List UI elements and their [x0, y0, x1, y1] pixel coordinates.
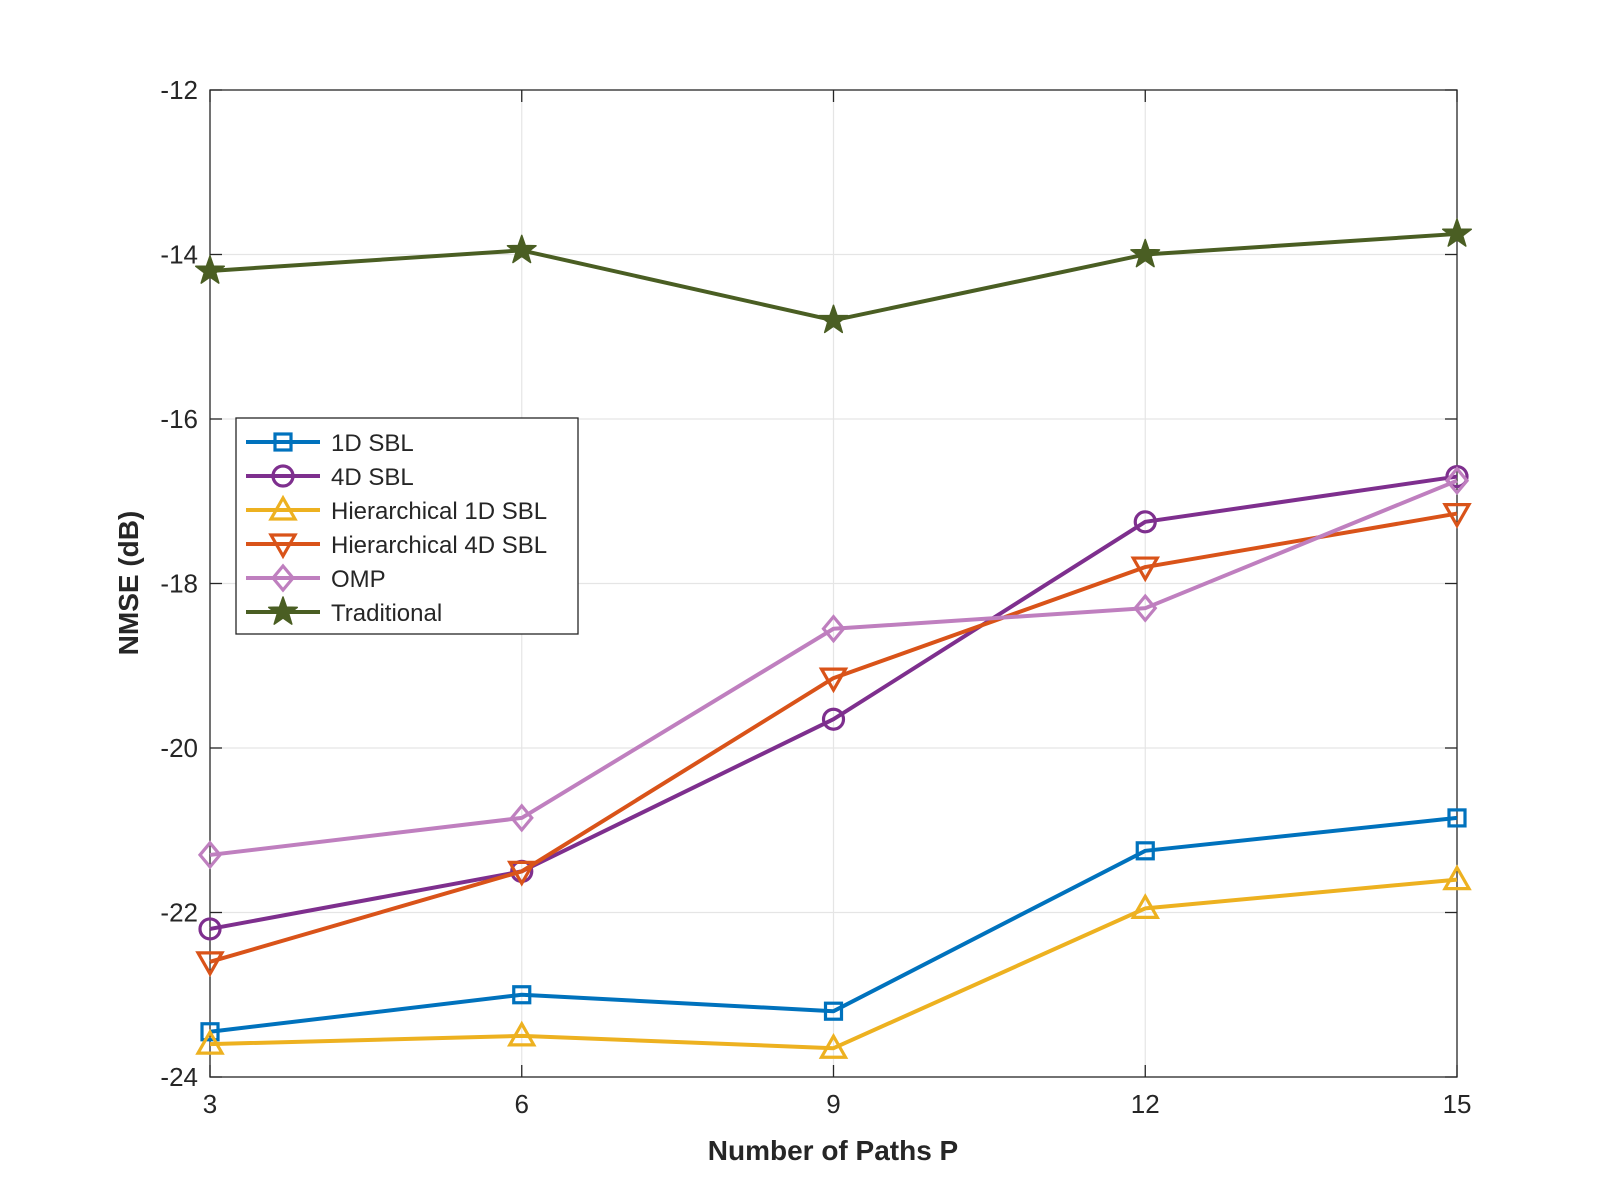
y-axis-title: NMSE (dB) [113, 511, 144, 656]
circle-marker-point [1133, 510, 1157, 534]
legend-entry: 4D SBL [246, 464, 414, 491]
legend-label: Traditional [331, 600, 442, 627]
legend-circle-marker [271, 464, 295, 488]
series-line [209, 478, 1458, 857]
square-marker-point [823, 1001, 844, 1021]
star-marker-point [818, 304, 849, 334]
legend-diamond-marker [270, 563, 296, 593]
series-line [209, 815, 1458, 1034]
series-hierarchical-4d-sbl [195, 502, 1472, 978]
legend-label: 1D SBL [331, 430, 414, 457]
legend-label: Hierarchical 1D SBL [331, 498, 547, 525]
legend-box [235, 417, 579, 635]
series-traditional [194, 218, 1473, 334]
triangle-up-marker-point [818, 1032, 849, 1059]
star-marker-point [1441, 218, 1473, 247]
series-hierarchical-1d-sbl [195, 864, 1472, 1059]
y-tick-label: -16 [160, 404, 198, 434]
series-line [209, 511, 1458, 964]
triangle-up-marker-point [195, 1028, 225, 1055]
legend-triangle-up-marker [268, 494, 298, 521]
x-tick-label: 9 [826, 1089, 840, 1119]
legend-label: 4D SBL [331, 464, 414, 491]
legend-entry: Traditional [246, 596, 442, 627]
series-4d-sbl [198, 464, 1469, 941]
legend-star-marker [267, 596, 299, 625]
diamond-marker-point [197, 840, 223, 870]
triangle-down-marker-point [195, 951, 225, 978]
y-tick-label: -12 [160, 75, 198, 105]
star-marker-point [194, 255, 226, 284]
legend-label: Hierarchical 4D SBL [331, 532, 547, 559]
axis-ticks: 3 6 9 12 15 -24 -22 -20 -18 -16 -14 -12 [160, 75, 1471, 1119]
x-tick-label: 12 [1131, 1089, 1160, 1119]
legend-square-marker [273, 432, 293, 452]
series-1d-sbl [200, 808, 1467, 1042]
circle-marker-point [821, 707, 846, 731]
circle-marker-point [198, 917, 222, 941]
series-omp [197, 466, 1470, 870]
series-line [209, 877, 1458, 1051]
triangle-down-marker-point [506, 860, 537, 887]
x-tick-label: 6 [515, 1089, 529, 1119]
triangle-down-marker-point [1442, 502, 1472, 529]
y-tick-label: -24 [160, 1062, 198, 1092]
x-tick-label: 15 [1443, 1089, 1472, 1119]
legend-entry: Hierarchical 1D SBL [246, 494, 547, 525]
triangle-down-marker-point [818, 667, 849, 694]
square-marker-point [200, 1022, 220, 1042]
y-tick-label: -20 [160, 733, 198, 763]
y-tick-label: -14 [160, 240, 198, 270]
legend-entry: OMP [246, 563, 386, 593]
legend-entry: 1D SBL [246, 430, 414, 457]
triangle-up-marker-point [506, 1020, 537, 1047]
diamond-marker-point [821, 614, 846, 644]
star-marker-point [506, 234, 537, 264]
series-layer [194, 218, 1473, 1059]
square-marker-point [512, 985, 532, 1005]
x-tick-label: 3 [203, 1089, 217, 1119]
diamond-marker-point [509, 803, 534, 833]
star-marker-point [1130, 238, 1161, 268]
series-line [209, 474, 1458, 931]
triangle-down-marker-point [1130, 556, 1161, 583]
y-tick-label: -18 [160, 569, 198, 599]
legend-triangle-down-marker [268, 533, 298, 560]
triangle-up-marker-point [1442, 864, 1472, 891]
triangle-up-marker-point [1130, 893, 1161, 919]
diamond-marker-point [1133, 593, 1158, 623]
square-marker-point [1135, 841, 1155, 861]
diamond-marker-point [1444, 466, 1470, 496]
x-axis-title: Number of Paths P [708, 1135, 958, 1166]
legend-entry: Hierarchical 4D SBL [246, 532, 547, 560]
legend: 1D SBL 4D SBL Hierarchical 1D SBL Hierarchi… [235, 417, 579, 635]
y-tick-label: -22 [160, 898, 198, 928]
square-marker-point [1447, 808, 1467, 828]
legend-label: OMP [331, 566, 386, 593]
